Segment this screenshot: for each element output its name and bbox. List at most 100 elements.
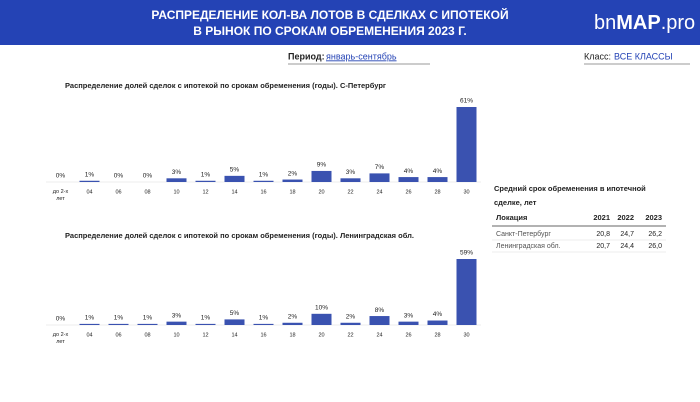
data-label: 9% — [317, 162, 327, 169]
x-tick-label: 26 — [405, 332, 411, 338]
x-tick-label: 12 — [202, 189, 208, 195]
bar — [79, 180, 100, 182]
data-label: 61% — [460, 98, 473, 105]
data-label: 1% — [201, 171, 211, 178]
bar — [195, 180, 216, 182]
logo-part: MAP — [616, 12, 660, 34]
data-label: 8% — [375, 307, 385, 314]
data-label: 2% — [346, 313, 356, 320]
bar — [282, 179, 303, 182]
bar — [137, 323, 158, 325]
x-tick-label: 30 — [463, 332, 469, 338]
table-header: Локация — [496, 213, 527, 222]
bar — [195, 323, 216, 325]
table-title: Средний срок обременения в ипотечной сдел… — [494, 184, 646, 207]
table-header: 2022 — [617, 213, 634, 222]
bar — [253, 180, 274, 182]
logo: bnMAP.pro — [594, 12, 695, 34]
bar — [369, 316, 390, 325]
table-cell: 26,0 — [648, 243, 662, 250]
x-tick-label: до 2-х лет — [53, 189, 69, 202]
data-label: 2% — [288, 313, 298, 320]
table-header: 2021 — [593, 213, 610, 222]
table-header: 2023 — [645, 213, 662, 222]
x-tick-label: 26 — [405, 189, 411, 195]
data-label: 4% — [433, 168, 443, 175]
table-cell: 24,4 — [620, 243, 634, 250]
class-value[interactable]: ВСЕ КЛАССЫ — [614, 51, 673, 61]
data-label: 0% — [143, 173, 153, 180]
bar — [369, 173, 390, 182]
bar — [427, 177, 448, 182]
data-label: 1% — [85, 171, 95, 178]
x-tick-label: 10 — [173, 189, 179, 195]
table-cell: Санкт-Петербург — [496, 230, 551, 238]
x-tick-label: 04 — [86, 332, 92, 338]
bar — [108, 323, 129, 325]
x-tick-label: 18 — [289, 332, 295, 338]
data-label: 0% — [56, 316, 66, 323]
period-label: Период: — [288, 51, 325, 61]
x-tick-label: 18 — [289, 189, 295, 195]
data-label: 4% — [404, 168, 414, 175]
data-label: 5% — [230, 167, 240, 174]
bar — [311, 170, 332, 182]
x-tick-label: 10 — [173, 332, 179, 338]
bar — [456, 107, 477, 182]
x-tick-label: 28 — [434, 332, 440, 338]
data-label: 3% — [404, 312, 414, 319]
x-tick-label: 24 — [376, 189, 382, 195]
x-tick-label: 08 — [144, 189, 150, 195]
bar — [282, 322, 303, 325]
table-cell: 20,8 — [596, 231, 610, 238]
logo-part: bn — [594, 12, 616, 34]
data-label: 1% — [85, 315, 95, 322]
data-label: 4% — [433, 311, 443, 318]
bar — [224, 319, 245, 325]
bar — [253, 323, 274, 325]
x-tick-label: 22 — [347, 189, 353, 195]
period-value[interactable]: январь-сентябрь — [326, 51, 397, 61]
table-cell: 26,2 — [648, 231, 662, 238]
data-label: 1% — [143, 315, 153, 322]
data-label: 0% — [114, 173, 124, 180]
x-tick-label: 20 — [318, 332, 324, 338]
data-label: 0% — [56, 173, 66, 180]
bar — [166, 178, 187, 182]
bar — [340, 178, 361, 182]
header-title: В РЫНОК ПО СРОКАМ ОБРЕМЕНЕНИЯ 2023 Г. — [193, 24, 466, 38]
data-label: 59% — [460, 250, 473, 257]
x-tick-label: 14 — [231, 332, 237, 338]
x-tick-label: до 2-х лет — [53, 332, 69, 345]
table-cell: 24,7 — [620, 231, 634, 238]
header-bar — [0, 0, 700, 45]
x-tick-label: 24 — [376, 332, 382, 338]
logo-part: .pro — [661, 12, 695, 34]
bar — [224, 175, 245, 182]
bar — [340, 322, 361, 325]
table-cell: 20,7 — [596, 243, 610, 250]
x-tick-label: 22 — [347, 332, 353, 338]
data-label: 1% — [201, 315, 211, 322]
x-tick-label: 06 — [115, 189, 121, 195]
x-tick-label: 06 — [115, 332, 121, 338]
x-tick-label: 28 — [434, 189, 440, 195]
data-label: 10% — [315, 305, 328, 312]
data-label: 7% — [375, 164, 385, 171]
x-tick-label: 14 — [231, 189, 237, 195]
chart-title: Распределение долей сделок с ипотекой по… — [65, 231, 414, 240]
x-tick-label: 12 — [202, 332, 208, 338]
bar — [79, 323, 100, 325]
bar — [311, 313, 332, 325]
data-label: 5% — [230, 310, 240, 317]
bar — [166, 321, 187, 325]
x-tick-label: 16 — [260, 189, 266, 195]
bar — [427, 320, 448, 325]
data-label: 1% — [114, 315, 124, 322]
table-cell: Ленинградская обл. — [496, 242, 561, 250]
data-label: 3% — [172, 312, 182, 319]
x-tick-label: 16 — [260, 332, 266, 338]
data-label: 1% — [259, 171, 269, 178]
bar — [398, 177, 419, 182]
